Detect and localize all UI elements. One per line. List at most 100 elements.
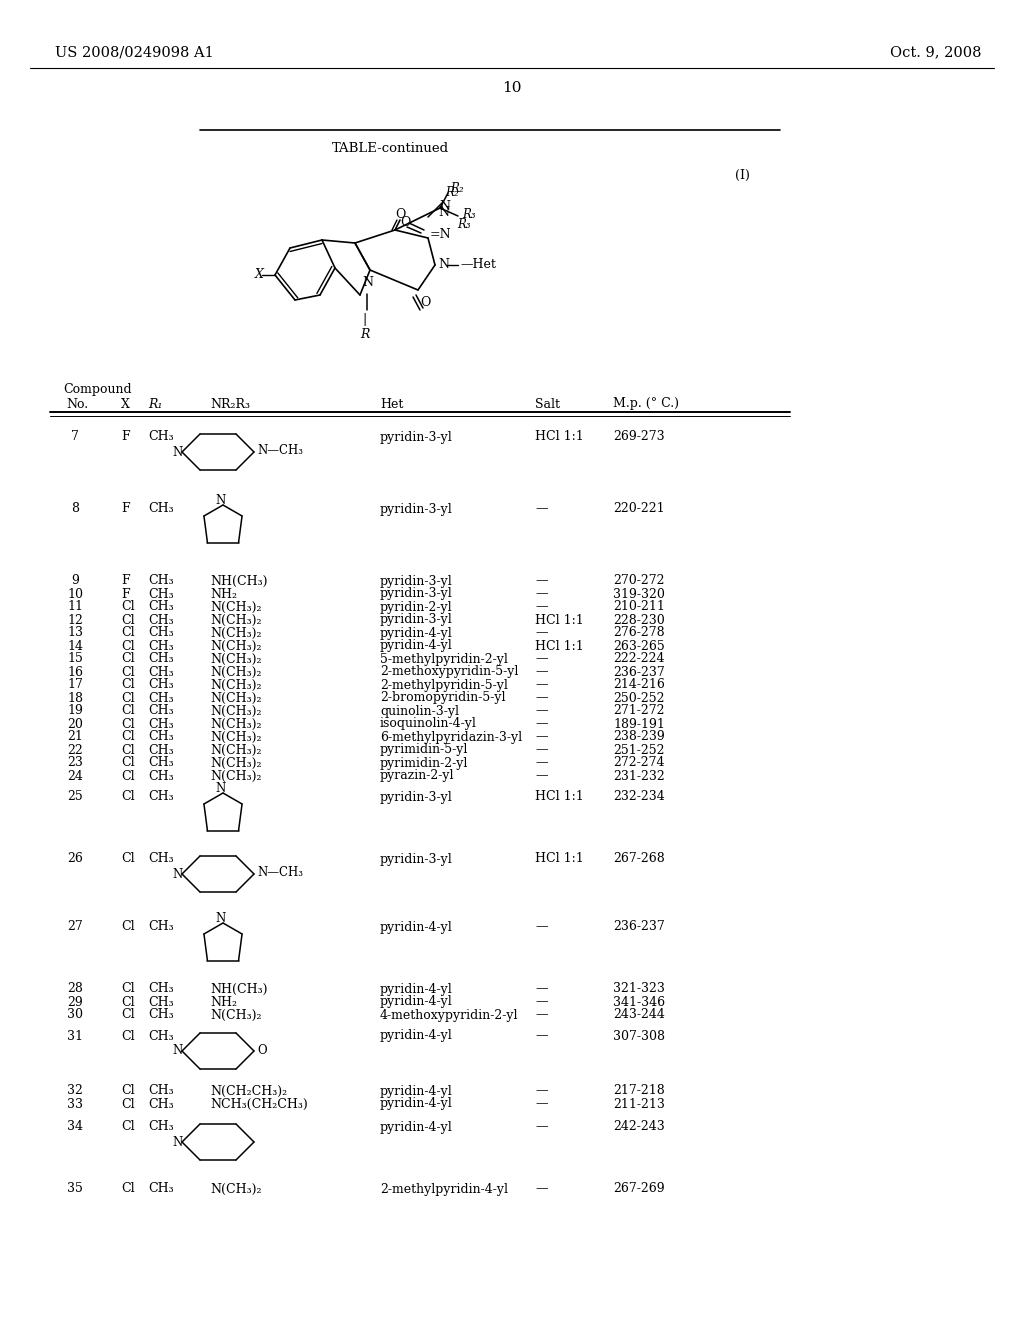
Text: CH₃: CH₃: [148, 705, 174, 718]
Text: pyridin-3-yl: pyridin-3-yl: [380, 614, 453, 627]
Text: CH₃: CH₃: [148, 652, 174, 665]
Text: N(CH₃)₂: N(CH₃)₂: [210, 692, 261, 705]
Text: 217-218: 217-218: [613, 1085, 665, 1097]
Text: HCl 1:1: HCl 1:1: [535, 791, 584, 804]
Text: CH₃: CH₃: [148, 574, 174, 587]
Text: Cl: Cl: [121, 1085, 134, 1097]
Text: —Het: —Het: [460, 259, 496, 272]
Text: —: —: [535, 652, 548, 665]
Text: N(CH₃)₂: N(CH₃)₂: [210, 756, 261, 770]
Text: pyridin-3-yl: pyridin-3-yl: [380, 853, 453, 866]
Text: 189-191: 189-191: [613, 718, 665, 730]
Text: Cl: Cl: [121, 692, 134, 705]
Text: 238-239: 238-239: [613, 730, 665, 743]
Text: —: —: [535, 627, 548, 639]
Text: 222-224: 222-224: [613, 652, 665, 665]
Text: Cl: Cl: [121, 770, 134, 783]
Text: pyridin-4-yl: pyridin-4-yl: [380, 982, 453, 995]
Text: Compound: Compound: [63, 384, 132, 396]
Text: 26: 26: [67, 853, 83, 866]
Text: NR₂R₃: NR₂R₃: [210, 397, 250, 411]
Text: N(CH₃)₂: N(CH₃)₂: [210, 652, 261, 665]
Text: 19: 19: [67, 705, 83, 718]
Text: pyridin-4-yl: pyridin-4-yl: [380, 1030, 453, 1043]
Text: 6-methylpyridazin-3-yl: 6-methylpyridazin-3-yl: [380, 730, 522, 743]
Text: Cl: Cl: [121, 853, 134, 866]
Text: Cl: Cl: [121, 601, 134, 614]
Text: 2-methylpyridin-5-yl: 2-methylpyridin-5-yl: [380, 678, 508, 692]
Text: isoquinolin-4-yl: isoquinolin-4-yl: [380, 718, 477, 730]
Text: Cl: Cl: [121, 665, 134, 678]
Text: R₂: R₂: [450, 181, 464, 194]
Text: N(CH₃)₂: N(CH₃)₂: [210, 639, 261, 652]
Text: —: —: [535, 1030, 548, 1043]
Text: 321-323: 321-323: [613, 982, 665, 995]
Text: Cl: Cl: [121, 791, 134, 804]
Text: 16: 16: [67, 665, 83, 678]
Text: HCl 1:1: HCl 1:1: [535, 853, 584, 866]
Text: Cl: Cl: [121, 627, 134, 639]
Text: Salt: Salt: [535, 397, 560, 411]
Text: 214-216: 214-216: [613, 678, 665, 692]
Text: Cl: Cl: [121, 1030, 134, 1043]
Text: —: —: [535, 1121, 548, 1134]
Text: —: —: [535, 705, 548, 718]
Text: pyrimidin-2-yl: pyrimidin-2-yl: [380, 756, 468, 770]
Text: NCH₃(CH₂CH₃): NCH₃(CH₂CH₃): [210, 1097, 308, 1110]
Text: 34: 34: [67, 1121, 83, 1134]
Text: NH(CH₃): NH(CH₃): [210, 982, 267, 995]
Text: CH₃: CH₃: [148, 982, 174, 995]
Text: N(CH₃)₂: N(CH₃)₂: [210, 770, 261, 783]
Text: —: —: [535, 587, 548, 601]
Text: N: N: [172, 1044, 182, 1057]
Text: CH₃: CH₃: [148, 1085, 174, 1097]
Text: 35: 35: [67, 1183, 83, 1196]
Text: 231-232: 231-232: [613, 770, 665, 783]
Text: 271-272: 271-272: [613, 705, 665, 718]
Text: N(CH₃)₂: N(CH₃)₂: [210, 601, 261, 614]
Text: N: N: [172, 867, 182, 880]
Text: Cl: Cl: [121, 995, 134, 1008]
Text: 272-274: 272-274: [613, 756, 665, 770]
Text: N: N: [438, 206, 449, 219]
Text: TABLE-continued: TABLE-continued: [332, 141, 449, 154]
Text: Cl: Cl: [121, 652, 134, 665]
Text: —: —: [535, 770, 548, 783]
Text: —: —: [535, 665, 548, 678]
Text: 251-252: 251-252: [613, 743, 665, 756]
Text: CH₃: CH₃: [148, 587, 174, 601]
Text: 31: 31: [67, 1030, 83, 1043]
Text: CH₃: CH₃: [148, 920, 174, 933]
Text: —: —: [535, 730, 548, 743]
Text: 33: 33: [67, 1097, 83, 1110]
Text: 7: 7: [71, 430, 79, 444]
Text: No.: No.: [66, 397, 88, 411]
Text: CH₃: CH₃: [148, 639, 174, 652]
Text: 13: 13: [67, 627, 83, 639]
Text: 30: 30: [67, 1008, 83, 1022]
Text: N: N: [362, 276, 373, 289]
Text: =N: =N: [430, 228, 452, 242]
Text: CH₃: CH₃: [148, 692, 174, 705]
Text: O: O: [420, 296, 430, 309]
Text: —: —: [535, 995, 548, 1008]
Text: N(CH₃)₂: N(CH₃)₂: [210, 627, 261, 639]
Text: CH₃: CH₃: [148, 1008, 174, 1022]
Text: 341-346: 341-346: [613, 995, 666, 1008]
Text: N: N: [439, 199, 450, 213]
Text: Cl: Cl: [121, 705, 134, 718]
Text: —: —: [535, 1183, 548, 1196]
Text: Cl: Cl: [121, 743, 134, 756]
Text: 236-237: 236-237: [613, 665, 665, 678]
Text: 10: 10: [502, 81, 522, 95]
Text: pyridin-3-yl: pyridin-3-yl: [380, 430, 453, 444]
Text: pyridin-4-yl: pyridin-4-yl: [380, 920, 453, 933]
Text: F: F: [121, 574, 130, 587]
Text: Cl: Cl: [121, 920, 134, 933]
Text: 20: 20: [67, 718, 83, 730]
Text: 307-308: 307-308: [613, 1030, 665, 1043]
Text: 14: 14: [67, 639, 83, 652]
Text: HCl 1:1: HCl 1:1: [535, 614, 584, 627]
Text: N: N: [172, 446, 182, 458]
Text: 2-methylpyridin-4-yl: 2-methylpyridin-4-yl: [380, 1183, 508, 1196]
